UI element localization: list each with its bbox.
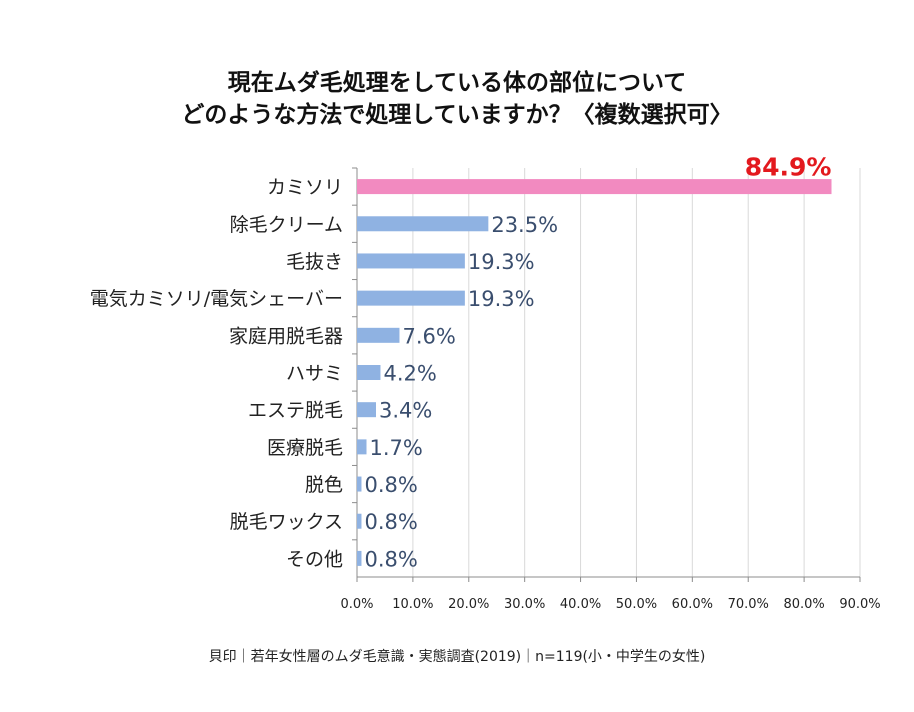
x-tick-label: 40.0%: [560, 597, 601, 612]
data-label: 19.3%: [468, 287, 535, 311]
x-tick-label: 20.0%: [448, 597, 489, 612]
category-label: 脱色: [305, 474, 343, 496]
bar: [357, 476, 362, 492]
x-tick-label: 30.0%: [504, 597, 545, 612]
source-note: 貝印｜若年女性層のムダ毛意識・実態調査(2019)｜n=119(小・中学生の女性…: [208, 649, 706, 665]
bar: [357, 327, 400, 343]
x-tick-label: 60.0%: [672, 597, 713, 612]
category-label: ハサミ: [286, 363, 343, 385]
x-tick-label: 0.0%: [340, 597, 373, 612]
bar-chart: 0.0% 10.0% 20.0% 30.0% 40.0% 50.0% 60.0% 70.0% 8…: [90, 153, 881, 612]
category-label: 脱毛ワックス: [230, 511, 343, 533]
chart-title-line-1: 現在ムダ毛処理をしている体の部位について: [227, 70, 687, 96]
data-label: 23.5%: [491, 213, 558, 237]
bar: [357, 402, 377, 418]
x-tick-label: 70.0%: [728, 597, 769, 612]
data-label: 7.6%: [402, 324, 455, 348]
bar: [357, 365, 381, 380]
bar: [357, 253, 465, 269]
data-label: 19.3%: [468, 250, 535, 274]
bar: [357, 179, 832, 195]
bar: [357, 439, 367, 455]
bar: [357, 290, 465, 306]
data-label: 0.8%: [364, 473, 417, 497]
chart-title-line-2: どのような方法で処理していますか？〈複数選択可〉: [181, 102, 733, 128]
category-label: 家庭用脱毛器: [229, 325, 343, 347]
bar: [357, 550, 362, 566]
category-label: 電気カミソリ/電気シェーバー: [90, 288, 343, 310]
data-label: 84.9%: [745, 153, 832, 182]
category-label: 除毛クリーム: [230, 214, 343, 236]
category-label: エステ脱毛: [248, 400, 343, 422]
category-label: 毛抜き: [286, 251, 343, 273]
category-label: その他: [286, 548, 343, 570]
data-label: 0.8%: [364, 547, 417, 571]
bar: [357, 513, 362, 529]
x-tick-label: 50.0%: [616, 597, 657, 612]
data-label: 4.2%: [383, 362, 436, 386]
x-tick-label: 10.0%: [392, 597, 433, 612]
x-tick-label: 90.0%: [839, 597, 880, 612]
data-label: 0.8%: [364, 510, 417, 534]
data-label: 1.7%: [370, 436, 423, 460]
bar: [357, 216, 489, 232]
category-label: カミソリ: [267, 177, 343, 199]
data-label: 3.4%: [379, 399, 432, 423]
category-label: 医療脱毛: [267, 437, 343, 459]
x-tick-label: 80.0%: [783, 597, 824, 612]
